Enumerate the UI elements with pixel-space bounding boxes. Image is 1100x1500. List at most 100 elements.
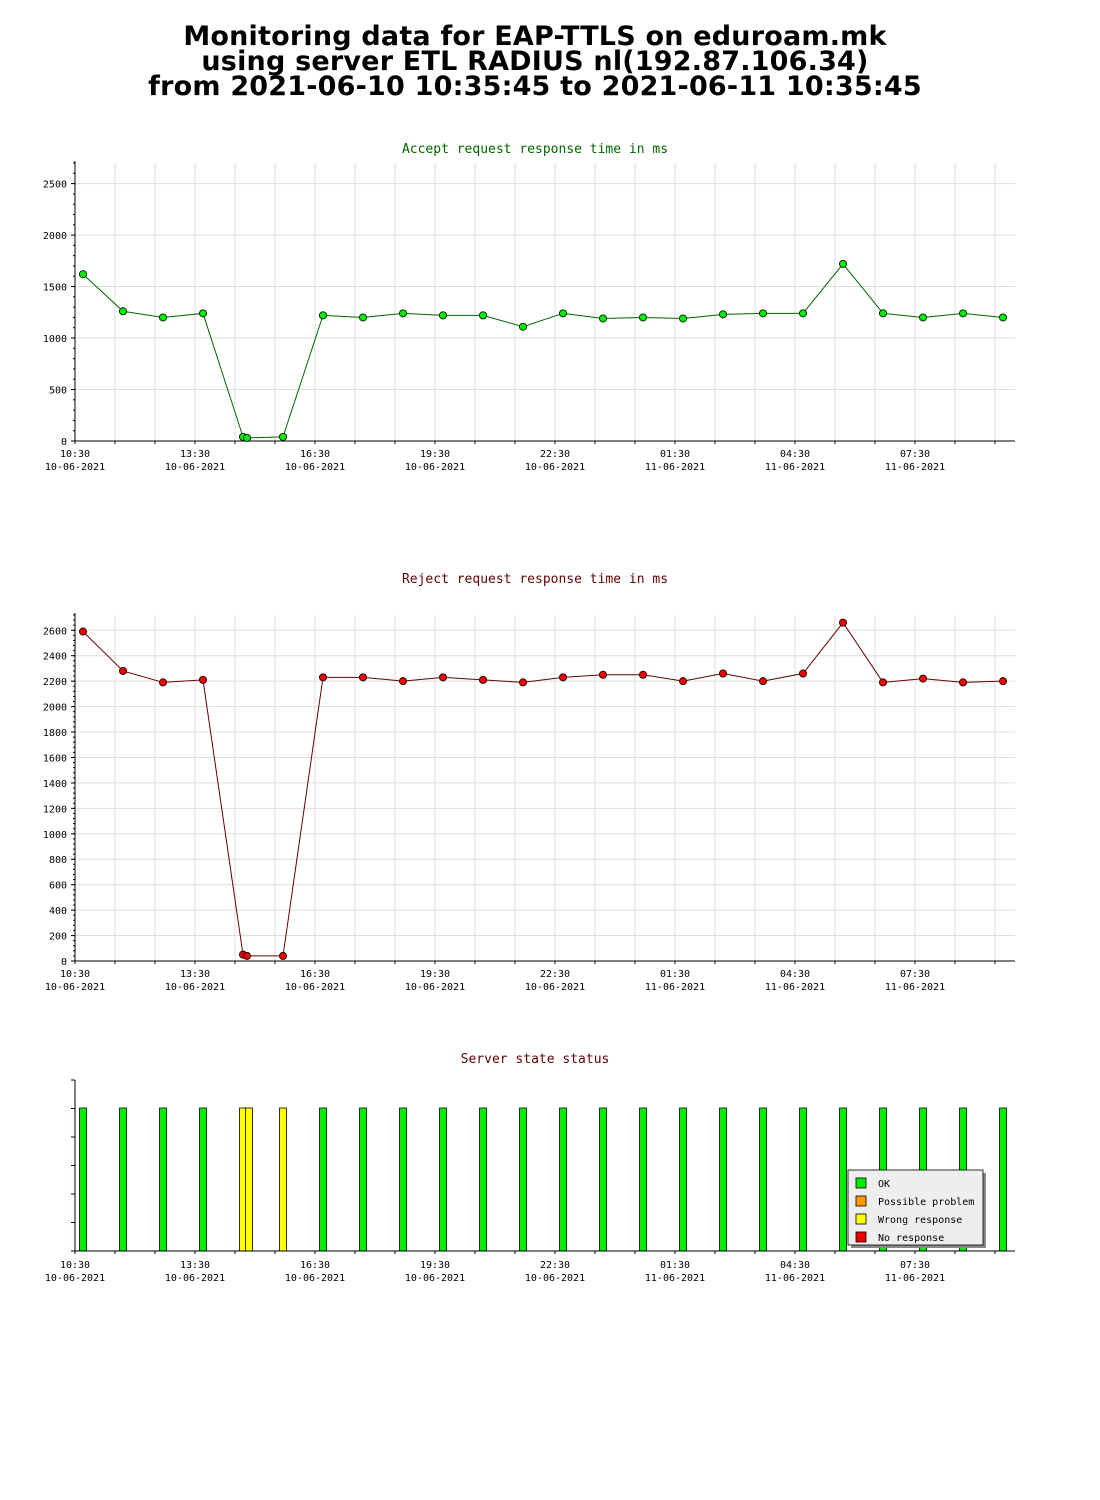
y-tick-label: 0 <box>61 957 67 968</box>
accept-response-chart: Accept request response time in ms 0 500 10… <box>43 142 1015 473</box>
status-bar <box>79 1107 87 1252</box>
data-point <box>679 677 688 686</box>
legend-label: Wrong response <box>878 1215 962 1226</box>
data-point <box>438 673 447 682</box>
data-point <box>639 670 648 679</box>
x-tick-label-date: 11-06-2021 <box>645 982 705 993</box>
x-tick-label-time: 01:30 <box>660 449 690 460</box>
y-tick-label: 2500 <box>43 180 67 191</box>
x-tick-label-time: 07:30 <box>900 449 930 460</box>
data-point <box>242 951 251 960</box>
x-tick-label-time: 10:30 <box>60 1260 90 1271</box>
y-tick-label: 0 <box>61 437 67 448</box>
status-bar <box>199 1107 207 1252</box>
data-point <box>198 675 207 684</box>
x-tick-label-date: 10-06-2021 <box>405 1273 465 1284</box>
y-tick-label: 1800 <box>43 728 67 739</box>
x-tick-label-date: 10-06-2021 <box>405 982 465 993</box>
y-tick-label: 1600 <box>43 753 67 764</box>
x-tick-label-date: 10-06-2021 <box>165 1273 225 1284</box>
status-bar <box>679 1107 687 1252</box>
data-point <box>919 313 928 322</box>
data-point <box>119 666 128 675</box>
page-title: Monitoring data for EAP-TTLS on eduroam.… <box>0 23 1070 100</box>
data-point <box>358 313 367 322</box>
status-bar <box>759 1107 767 1252</box>
x-tick-label-date: 11-06-2021 <box>645 462 705 473</box>
y-tick-label: 1000 <box>43 830 67 841</box>
x-tick-label-date: 10-06-2021 <box>405 462 465 473</box>
data-point <box>799 309 808 318</box>
y-tick-label: 500 <box>49 386 67 397</box>
legend-swatch <box>855 1177 867 1189</box>
y-tick-label: 1000 <box>43 334 67 345</box>
status-bar <box>999 1107 1007 1252</box>
y-tick-label: 2000 <box>43 703 67 714</box>
data-point <box>318 673 327 682</box>
x-tick-label-time: 13:30 <box>180 1260 210 1271</box>
data-point <box>959 678 968 687</box>
x-tick-label-date: 11-06-2021 <box>645 1273 705 1284</box>
status-bar <box>519 1107 527 1252</box>
data-point <box>79 627 88 636</box>
data-point <box>879 309 888 318</box>
data-point <box>242 433 251 442</box>
server-status-chart: Server state status 10:30 10-06-2021 13:30 1… <box>45 1052 1015 1284</box>
series-line <box>82 621 1004 957</box>
legend-box <box>847 1169 984 1246</box>
status-bar <box>319 1107 327 1252</box>
x-tick-label-time: 16:30 <box>300 449 330 460</box>
y-tick-label: 2600 <box>43 626 67 637</box>
legend-label: No response <box>878 1233 944 1244</box>
y-tick-label: 1500 <box>43 283 67 294</box>
x-tick-label-time: 07:30 <box>900 1260 930 1271</box>
data-point <box>158 313 167 322</box>
x-tick-label-time: 07:30 <box>900 969 930 980</box>
x-tick-label-time: 04:30 <box>780 969 810 980</box>
data-point <box>438 311 447 320</box>
data-point <box>198 309 207 318</box>
series-line <box>82 263 1004 439</box>
y-tick-label: 200 <box>49 932 67 943</box>
status-bar <box>799 1107 807 1252</box>
chart-title: Reject request response time in ms <box>402 572 668 587</box>
x-tick-label-date: 10-06-2021 <box>285 982 345 993</box>
status-bar <box>159 1107 167 1252</box>
y-tick-label: 600 <box>49 881 67 892</box>
data-point <box>559 673 568 682</box>
status-bar <box>599 1107 607 1252</box>
data-point <box>839 618 848 627</box>
x-tick-label-date: 10-06-2021 <box>285 1273 345 1284</box>
status-bar <box>559 1107 567 1252</box>
data-point <box>799 669 808 678</box>
status-bar <box>719 1107 727 1252</box>
legend-label: Possible problem <box>878 1197 974 1208</box>
y-tick-label: 1400 <box>43 779 67 790</box>
x-tick-label-time: 16:30 <box>300 969 330 980</box>
x-tick-label-time: 10:30 <box>60 449 90 460</box>
x-tick-label-time: 22:30 <box>540 449 570 460</box>
data-point <box>559 309 568 318</box>
status-bar <box>839 1107 847 1252</box>
x-tick-label-time: 16:30 <box>300 1260 330 1271</box>
data-point <box>919 674 928 683</box>
x-tick-label-time: 19:30 <box>420 449 450 460</box>
data-point <box>679 314 688 323</box>
x-tick-label-date: 10-06-2021 <box>45 982 105 993</box>
x-tick-label-date: 10-06-2021 <box>525 982 585 993</box>
x-tick-label-time: 01:30 <box>660 969 690 980</box>
y-tick-label: 2400 <box>43 652 67 663</box>
legend-swatch <box>855 1213 867 1225</box>
data-point <box>478 675 487 684</box>
data-point <box>398 677 407 686</box>
legend-label: OK <box>878 1179 890 1190</box>
y-tick-label: 400 <box>49 906 67 917</box>
data-point <box>759 677 768 686</box>
y-tick-label: 2000 <box>43 231 67 242</box>
status-bar <box>359 1107 367 1252</box>
status-bar <box>639 1107 647 1252</box>
x-tick-label-time: 10:30 <box>60 969 90 980</box>
x-tick-label-time: 13:30 <box>180 969 210 980</box>
chart-title: Server state status <box>461 1052 610 1067</box>
x-tick-label-date: 11-06-2021 <box>765 462 825 473</box>
